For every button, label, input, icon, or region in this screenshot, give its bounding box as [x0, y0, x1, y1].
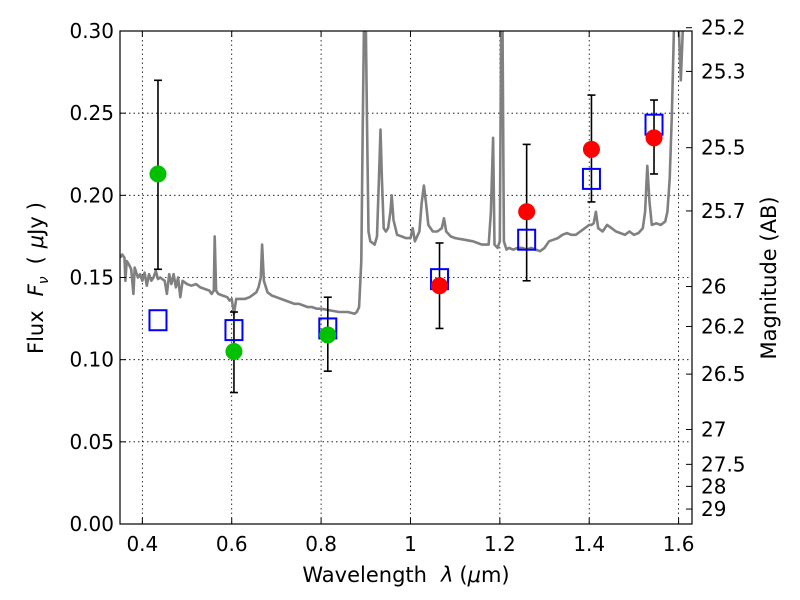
photometry-circle-marker	[149, 165, 167, 183]
y-tick-label: 0.20	[69, 183, 114, 207]
mag-tick-label: 28	[701, 474, 726, 498]
x-tick-label: 1.4	[573, 532, 605, 556]
y-tick-label: 0.25	[69, 101, 114, 125]
x-axis-label: Wavelength λ (μm)	[302, 563, 509, 587]
x-tick-label: 0.4	[126, 532, 158, 556]
x-tick-label: 1	[404, 532, 417, 556]
photometry-circle-marker	[645, 129, 663, 147]
x-tick-label: 1.6	[663, 532, 695, 556]
axis-ticks: 0.4 0.6 0.8 1 1.2 1.4 1.6 0.00 0.05 0.10 0.15 0.20 0…	[69, 16, 745, 556]
y-tick-label: 0.30	[69, 19, 114, 43]
spectrum-line	[120, 31, 685, 315]
mag-tick-label: 25.2	[701, 16, 746, 40]
y-tick-label: 0.00	[69, 512, 114, 536]
mag-tick-label: 29	[701, 497, 726, 521]
y-tick-label: 0.10	[69, 348, 114, 372]
mag-tick-label: 26.2	[701, 314, 746, 338]
photometry-circle-marker	[582, 140, 600, 158]
model-square-marker	[224, 319, 244, 342]
mag-tick-label: 26	[701, 275, 726, 299]
y-tick-label: 0.15	[69, 266, 114, 290]
y-tick-label: 0.05	[69, 430, 114, 454]
x-tick-label: 0.6	[216, 532, 248, 556]
mag-tick-label: 27.5	[701, 452, 746, 476]
y-axis-label: FluxFν(μJy)	[24, 202, 52, 354]
mag-tick-label: 25.3	[701, 59, 746, 83]
plot-area	[120, 31, 685, 394]
mag-tick-label: 26.5	[701, 362, 746, 386]
photometry-circle-marker	[319, 326, 337, 344]
mag-tick-label: 27	[701, 418, 726, 442]
x-tick-label: 0.8	[305, 532, 337, 556]
x-tick-label: 1.2	[484, 532, 516, 556]
model-square-marker	[517, 228, 537, 251]
photometry-circle-marker	[225, 342, 243, 360]
photometry-circle-marker	[431, 277, 449, 295]
y-axis-label-right: Magnitude (AB)	[757, 196, 781, 359]
grid-lines	[120, 30, 692, 525]
photometry-circle-marker	[518, 203, 536, 221]
model-square-marker	[148, 309, 168, 332]
mag-tick-label: 25.7	[701, 199, 746, 223]
model-square-marker	[581, 167, 601, 190]
mag-tick-label: 25.5	[701, 136, 746, 160]
